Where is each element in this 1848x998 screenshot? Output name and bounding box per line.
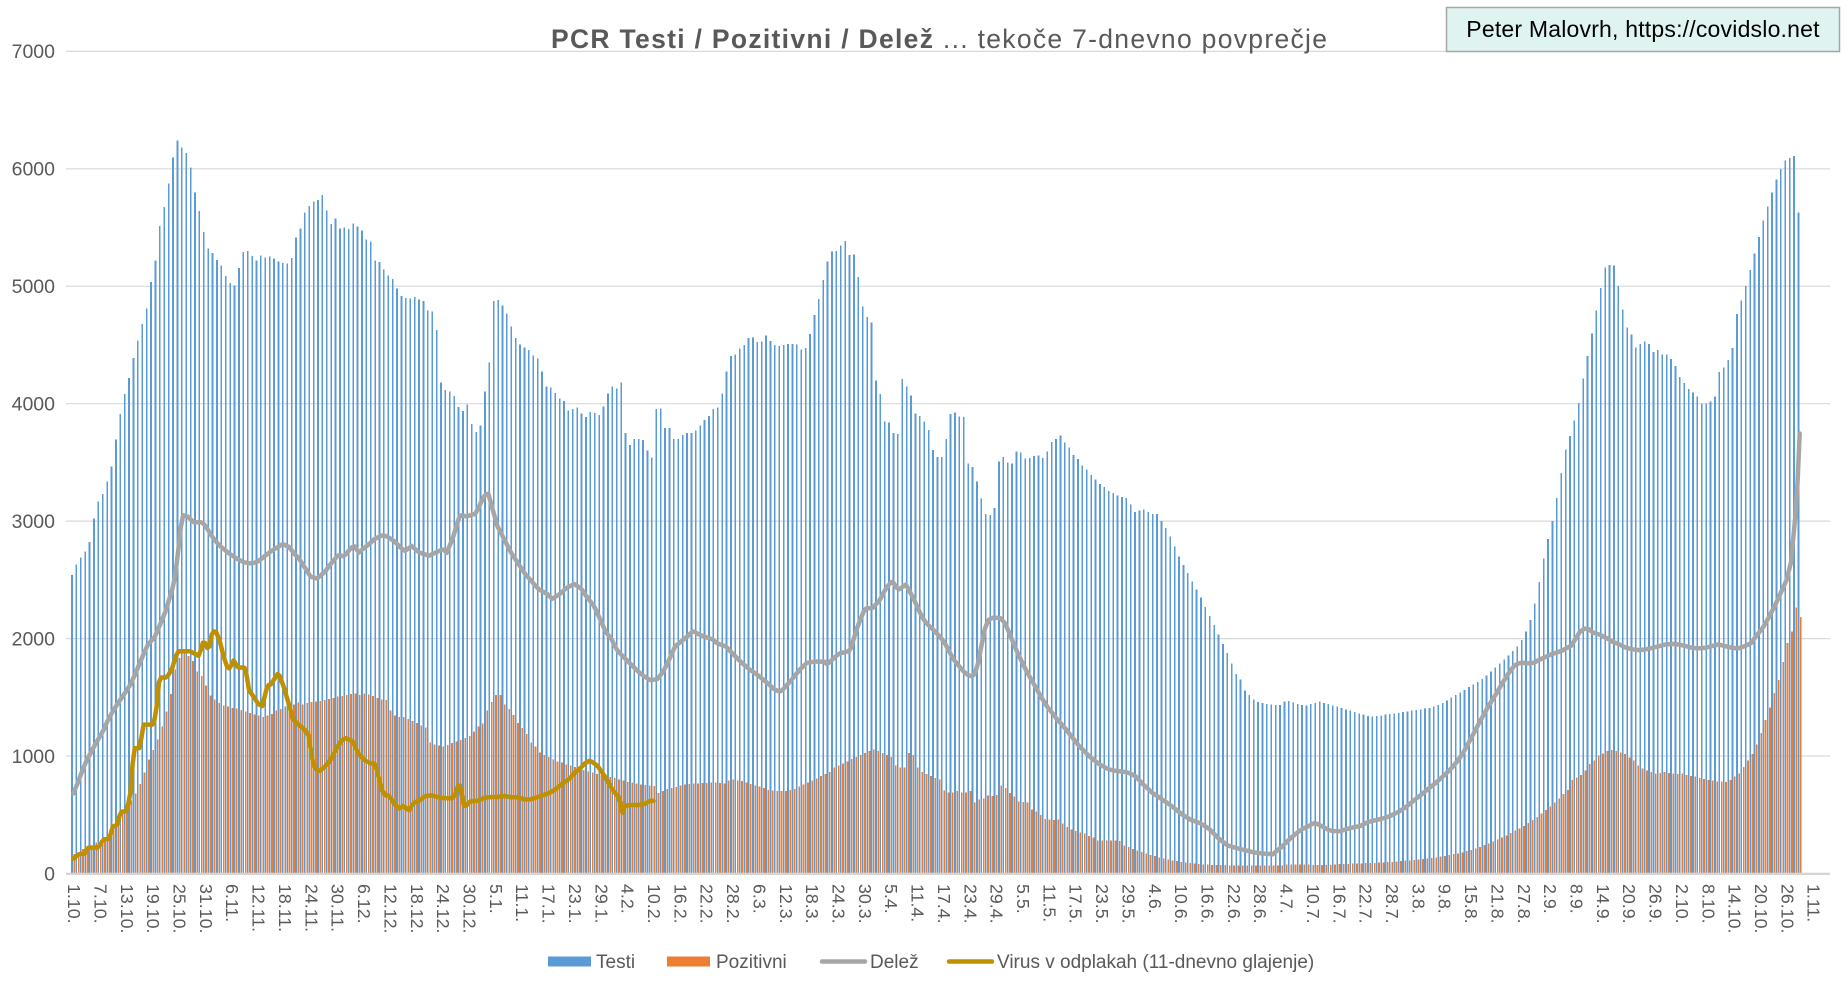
svg-text:18.3.: 18.3. (802, 884, 822, 924)
svg-text:22.2.: 22.2. (697, 884, 717, 924)
svg-text:16.7.: 16.7. (1329, 884, 1349, 924)
svg-text:2.9.: 2.9. (1540, 884, 1560, 914)
svg-text:17.5.: 17.5. (1066, 884, 1086, 924)
svg-text:23.4.: 23.4. (960, 884, 980, 924)
svg-text:16.2.: 16.2. (670, 884, 690, 924)
svg-text:19.10.: 19.10. (143, 884, 163, 933)
svg-text:29.1.: 29.1. (591, 884, 611, 924)
svg-text:18.12.: 18.12. (407, 884, 427, 933)
svg-text:23.5.: 23.5. (1092, 884, 1112, 924)
svg-text:Delež: Delež (870, 952, 919, 973)
svg-text:12.3.: 12.3. (776, 884, 796, 924)
svg-text:30.12.: 30.12. (460, 884, 480, 933)
svg-text:11.4.: 11.4. (908, 884, 928, 922)
svg-text:4.7.: 4.7. (1277, 884, 1297, 914)
svg-text:20.10.: 20.10. (1751, 884, 1771, 933)
svg-text:17.1.: 17.1. (539, 884, 559, 924)
svg-text:9.8.: 9.8. (1435, 884, 1455, 914)
svg-text:6000: 6000 (12, 159, 56, 181)
svg-text:26.10.: 26.10. (1777, 884, 1797, 933)
svg-text:14.10.: 14.10. (1725, 884, 1745, 933)
svg-text:4000: 4000 (12, 394, 56, 416)
svg-text:31.10.: 31.10. (196, 884, 216, 933)
svg-text:12.11.: 12.11. (249, 884, 269, 932)
svg-text:27.8.: 27.8. (1514, 884, 1534, 924)
svg-text:0: 0 (44, 863, 55, 885)
svg-text:1.10.: 1.10. (64, 884, 84, 924)
svg-text:30.11.: 30.11. (328, 884, 348, 932)
svg-text:4.6.: 4.6. (1145, 884, 1165, 914)
svg-text:Peter Malovrh, https://covidsl: Peter Malovrh, https://covidslo.net (1466, 16, 1820, 42)
svg-text:PCR Testi / Pozitivni / Delež: PCR Testi / Pozitivni / Delež ... tekoče… (551, 24, 1328, 54)
svg-text:24.11.: 24.11. (301, 884, 321, 932)
svg-text:5.1.: 5.1. (486, 884, 506, 914)
svg-text:28.7.: 28.7. (1382, 884, 1402, 924)
svg-text:26.9.: 26.9. (1646, 884, 1666, 924)
svg-text:12.12.: 12.12. (380, 884, 400, 933)
svg-text:21.8.: 21.8. (1487, 884, 1507, 924)
svg-text:23.1.: 23.1. (565, 884, 585, 924)
svg-text:30.3.: 30.3. (855, 884, 875, 924)
svg-text:14.9.: 14.9. (1593, 884, 1613, 924)
svg-text:8.10.: 8.10. (1698, 884, 1718, 924)
svg-text:25.10.: 25.10. (170, 884, 190, 933)
svg-text:8.9.: 8.9. (1567, 884, 1587, 914)
svg-text:1000: 1000 (12, 746, 56, 768)
svg-text:7000: 7000 (12, 41, 56, 63)
svg-text:Testi: Testi (596, 952, 635, 973)
svg-text:2000: 2000 (12, 628, 56, 650)
svg-text:13.10.: 13.10. (117, 884, 137, 933)
svg-text:5.5.: 5.5. (1013, 884, 1033, 914)
svg-text:5000: 5000 (12, 276, 56, 298)
svg-text:10.2.: 10.2. (644, 884, 664, 924)
svg-text:22.7.: 22.7. (1356, 884, 1376, 924)
svg-text:28.2.: 28.2. (723, 884, 743, 924)
svg-text:16.6.: 16.6. (1198, 884, 1218, 924)
svg-text:11.1.: 11.1. (512, 884, 532, 922)
svg-text:11.5.: 11.5. (1039, 884, 1059, 922)
svg-text:2.10.: 2.10. (1672, 884, 1692, 924)
svg-text:10.6.: 10.6. (1171, 884, 1191, 924)
svg-text:29.5.: 29.5. (1118, 884, 1138, 924)
svg-text:17.4.: 17.4. (934, 884, 954, 924)
svg-text:3000: 3000 (12, 511, 56, 533)
svg-text:10.7.: 10.7. (1303, 884, 1323, 924)
svg-text:24.12.: 24.12. (433, 884, 453, 933)
svg-text:4.2.: 4.2. (618, 884, 638, 914)
svg-text:24.3.: 24.3. (829, 884, 849, 924)
svg-text:6.3.: 6.3. (749, 884, 769, 914)
svg-text:6.12.: 6.12. (354, 884, 374, 924)
svg-text:15.8.: 15.8. (1461, 884, 1481, 924)
svg-text:28.6.: 28.6. (1250, 884, 1270, 924)
svg-text:6.11.: 6.11. (222, 884, 242, 922)
svg-text:1.11.: 1.11. (1804, 884, 1824, 922)
svg-text:29.4.: 29.4. (987, 884, 1007, 924)
svg-text:22.6.: 22.6. (1224, 884, 1244, 924)
svg-text:3.8.: 3.8. (1408, 884, 1428, 914)
svg-text:18.11.: 18.11. (275, 884, 295, 932)
svg-text:20.9.: 20.9. (1619, 884, 1639, 924)
svg-text:Virus v odplakah (11-dnevno gl: Virus v odplakah (11-dnevno glajenje) (997, 952, 1314, 973)
svg-text:7.10.: 7.10. (91, 884, 111, 924)
svg-text:Pozitivni: Pozitivni (716, 952, 787, 973)
svg-text:5.4.: 5.4. (881, 884, 901, 914)
